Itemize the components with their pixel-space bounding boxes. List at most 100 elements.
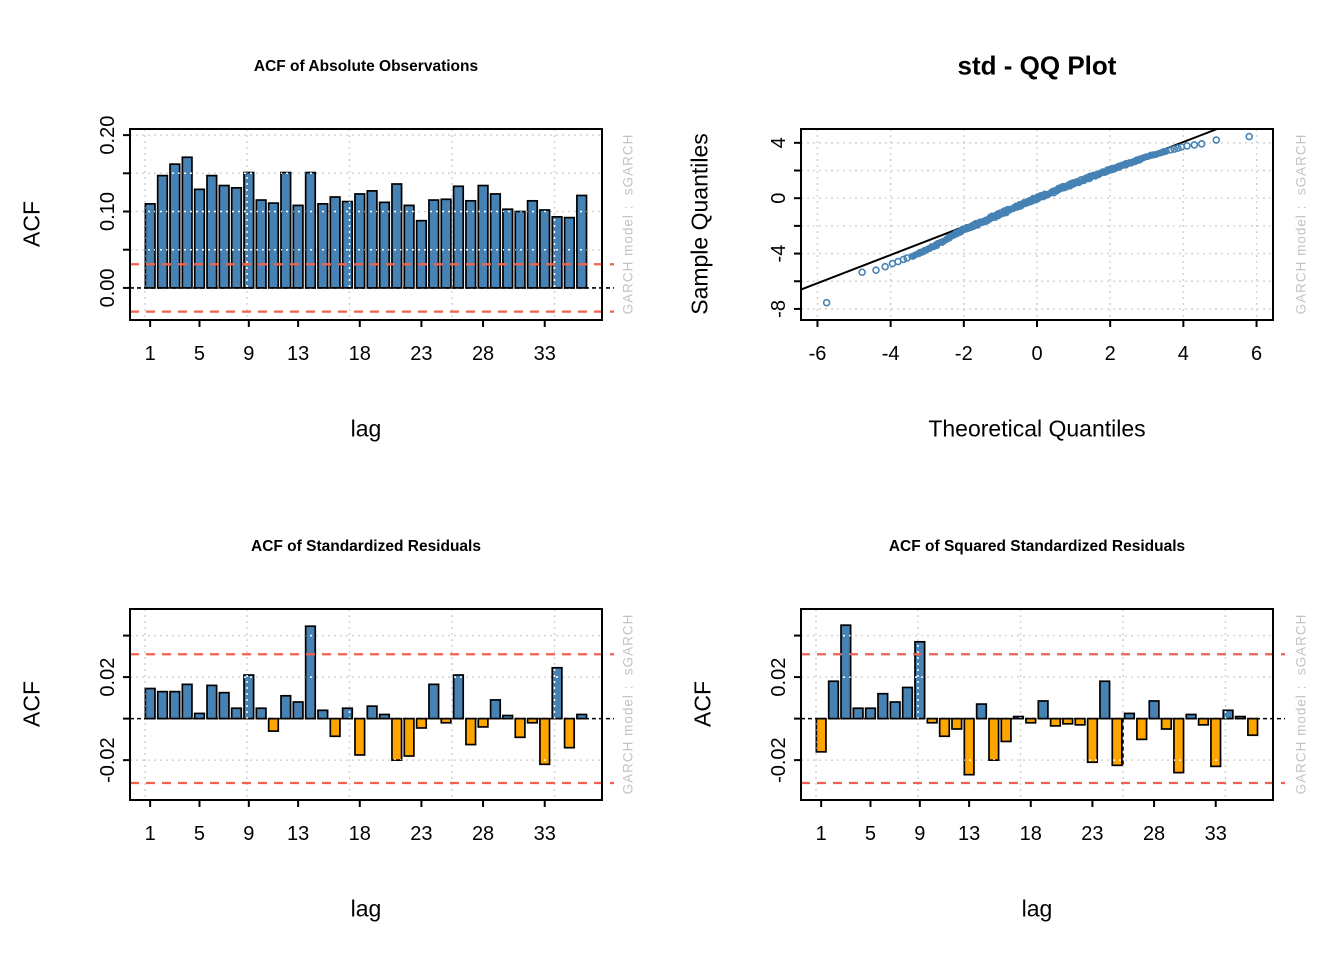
watermark-garch-model-bl: GARCH model : sGARCH: [620, 613, 636, 795]
acf-bar-lag-12: [280, 694, 292, 720]
x-tick-label: 33: [534, 343, 556, 365]
acf-bar-lag-18: [1025, 717, 1037, 724]
x-tick-label: 6: [1251, 343, 1262, 365]
x-tick-label: 4: [1178, 343, 1189, 365]
x-tick-label: 5: [194, 343, 205, 365]
acf-bar-lag-26: [1123, 712, 1136, 720]
x-tick-label: 23: [410, 823, 432, 845]
acf-bar-lag-18: [354, 193, 366, 289]
acf-bar-lag-10: [926, 717, 938, 724]
x-tick-label: 5: [194, 823, 205, 845]
acf-bar-lag-5: [193, 712, 206, 720]
acf-bar-lag-36: [1247, 717, 1259, 737]
acf-bar-lag-21: [391, 717, 403, 761]
qq-outlier-point: [903, 254, 911, 262]
acf-bar-lag-9: [243, 674, 255, 720]
acf-bar-lag-29: [489, 699, 502, 720]
acf-bar-lag-20: [1049, 717, 1062, 727]
acf-bar-lag-3: [169, 690, 181, 720]
acf-bar-lag-13: [292, 701, 304, 720]
qq-outlier-point: [881, 262, 889, 271]
x-tick-label: 23: [410, 343, 432, 365]
x-tick-label: 9: [243, 343, 254, 365]
x-axis-title-lag-bottom-right: lag: [1021, 895, 1053, 922]
acf-bar-lag-2: [156, 690, 169, 720]
x-axis-title-theoretical-quantiles: Theoretical Quantiles: [928, 415, 1146, 442]
acf-bar-lag-2: [156, 174, 169, 289]
acf-bar-lag-11: [267, 202, 280, 289]
x-tick-label: 13: [958, 823, 980, 845]
y-tick-label: 0: [768, 193, 790, 204]
acf-bar-lag-6: [206, 684, 218, 720]
panel-title-acf-std-residuals: ACF of Standardized Residuals: [251, 538, 481, 555]
acf-panel: 1 5 9 13 18 23 28 33 0.00 0.10 0.20: [97, 116, 614, 365]
y-axis-title-acf-std: ACF: [18, 681, 45, 727]
qq-outlier-point: [1166, 145, 1175, 154]
acf-bar-lag-24: [1099, 680, 1111, 720]
y-tick-label: -4: [768, 245, 790, 263]
x-tick-label: 33: [534, 823, 556, 845]
x-tick-label: 1: [145, 823, 156, 845]
x-tick-label: -4: [882, 343, 900, 365]
x-tick-label: 0: [1031, 343, 1042, 365]
x-tick-label: 28: [1143, 823, 1165, 845]
x-tick-label: 1: [816, 823, 827, 845]
acf-bar-lag-27: [465, 717, 477, 746]
x-tick-label: 13: [287, 343, 309, 365]
acf-bar-lag-14: [304, 625, 317, 720]
x-tick-label: 18: [349, 343, 371, 365]
acf-bar-lag-7: [889, 701, 901, 720]
qq-outlier-point: [1245, 132, 1254, 141]
x-tick-label: 18: [1020, 823, 1042, 845]
acf-bar-lag-16: [329, 717, 341, 738]
x-tick-label: 9: [914, 823, 925, 845]
qq-outlier-point: [1170, 145, 1179, 153]
qq-point-cloud: [908, 147, 1170, 260]
x-tick-label: 1: [145, 343, 156, 365]
acf-bar-lag-26: [452, 674, 465, 720]
qq-outlier-point: [858, 268, 866, 277]
acf-bar-lag-23: [415, 219, 428, 289]
acf-bar-lag-5: [864, 707, 877, 720]
acf-bar-lag-28: [1148, 700, 1160, 720]
y-tick-label: -8: [768, 300, 790, 318]
acf-bar-lag-22: [403, 717, 415, 757]
qq-outlier-point: [1190, 141, 1199, 149]
acf-bar-lag-6: [206, 174, 218, 289]
x-tick-label: 5: [865, 823, 876, 845]
plot-frame: [129, 128, 603, 321]
y-tick-label: 0.20: [97, 116, 119, 155]
acf-bar-lag-35: [563, 717, 576, 749]
acf-bar-lag-17: [341, 200, 354, 289]
y-axis-title-acf-sq: ACF: [689, 681, 716, 727]
acf-bar-lag-18: [354, 717, 366, 756]
acf-bar-lag-26: [452, 185, 465, 289]
qq-outlier-point: [899, 255, 908, 264]
acf-bar-lag-5: [193, 188, 206, 289]
acf-bar-lag-25: [1111, 717, 1123, 767]
panel-title-acf-absolute: ACF of Absolute Observations: [253, 58, 479, 75]
qq-outlier-point: [1174, 144, 1182, 152]
y-tick-label: 0.02: [97, 658, 119, 697]
acf-bar-lag-3: [169, 163, 181, 289]
acf-bar-lag-25: [440, 198, 452, 289]
y-tick-label: 4: [768, 137, 790, 148]
acf-bar-lag-23: [415, 717, 428, 729]
y-tick-label: -0.02: [768, 737, 790, 783]
acf-bar-lag-15: [988, 717, 1000, 761]
acf-bar-lag-33: [1210, 717, 1222, 768]
acf-panel: 1 5 9 13 18 23 28 33 0.02 -0.02: [768, 608, 1285, 845]
acf-bar-lag-2: [827, 680, 840, 720]
y-axis-title-acf-abs: ACF: [18, 201, 45, 247]
acf-bar-lag-29: [1160, 717, 1173, 730]
acf-bar-lag-10: [255, 707, 267, 720]
acf-bar-lag-12: [951, 717, 963, 730]
acf-bar-lag-28: [477, 184, 489, 289]
acf-bar-lag-3: [840, 624, 852, 720]
acf-bar-lag-24: [428, 199, 440, 289]
x-axis-title-lag-top: lag: [350, 415, 382, 442]
x-tick-label: 9: [243, 823, 254, 845]
acf-bar-lag-22: [1074, 717, 1086, 726]
